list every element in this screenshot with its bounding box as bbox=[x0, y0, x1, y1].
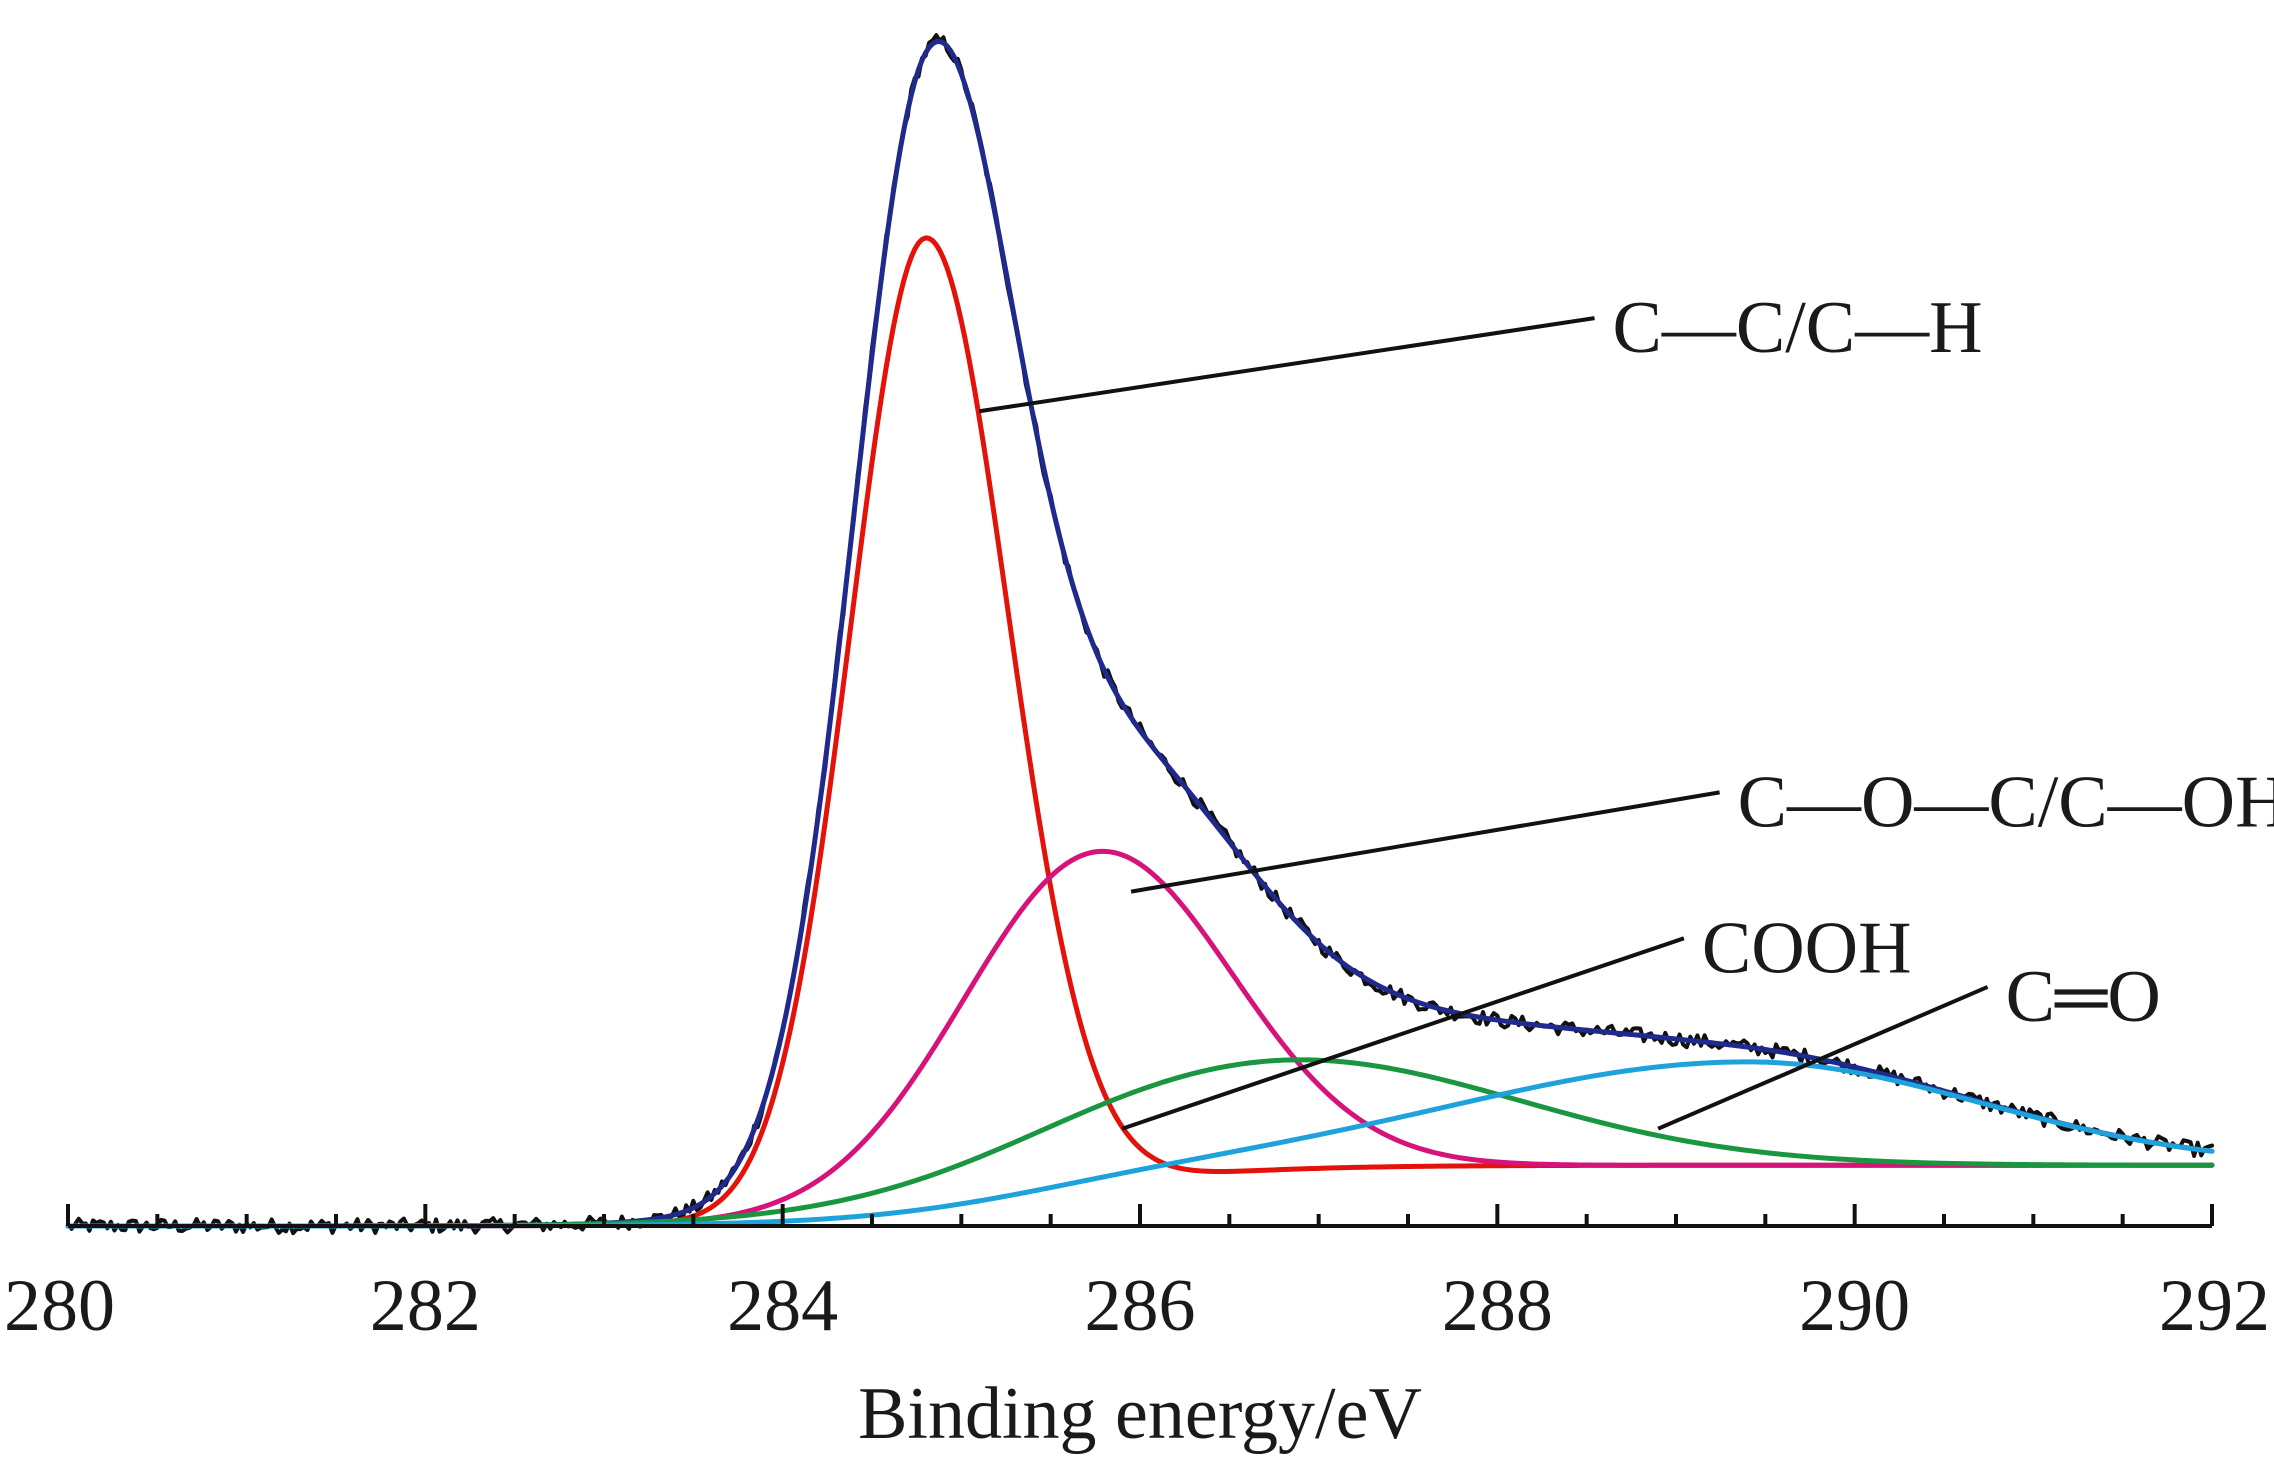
x-tick-label: 288 bbox=[1442, 1265, 1553, 1347]
co-double-peak-line bbox=[65, 1059, 2215, 1229]
x-axis-tick-labels: 280 282 284 286 288 290 292 bbox=[4, 1265, 2270, 1347]
coc-coh-leader-line bbox=[1130, 790, 1720, 894]
cc-ch-leader-line bbox=[978, 316, 1595, 414]
peak-annotations: C—C/C—H C—O—C/C—OH COOH C═O bbox=[978, 287, 2274, 1131]
x-tick-label: 284 bbox=[727, 1265, 838, 1347]
raw-spectrum-line bbox=[66, 33, 2214, 1236]
curves-layer bbox=[65, 33, 2215, 1236]
x-tick-label: 286 bbox=[1085, 1265, 1196, 1347]
cooh-peak-line bbox=[65, 1057, 2215, 1229]
co-double-annotation-label: C═O bbox=[2006, 956, 2161, 1038]
x-tick-label: 290 bbox=[1799, 1265, 1910, 1347]
envelope-fit-line bbox=[65, 38, 2215, 1229]
coc-coh-annotation-label: C—O—C/C—OH bbox=[1738, 761, 2274, 843]
x-tick-label: 280 bbox=[4, 1265, 115, 1347]
cooh-leader-line bbox=[1121, 936, 1685, 1131]
x-tick-label: 292 bbox=[2159, 1265, 2270, 1347]
x-axis-ticks bbox=[66, 1204, 2214, 1226]
co-double-leader-line bbox=[1657, 985, 1989, 1131]
cooh-annotation-label: COOH bbox=[1702, 907, 1912, 989]
x-tick-label: 282 bbox=[370, 1265, 481, 1347]
x-axis-title: Binding energy/eV bbox=[858, 1373, 1422, 1455]
x-axis: 280 282 284 286 288 290 292 bbox=[4, 1204, 2270, 1347]
cc-ch-annotation-label: C—C/C—H bbox=[1613, 287, 1983, 369]
